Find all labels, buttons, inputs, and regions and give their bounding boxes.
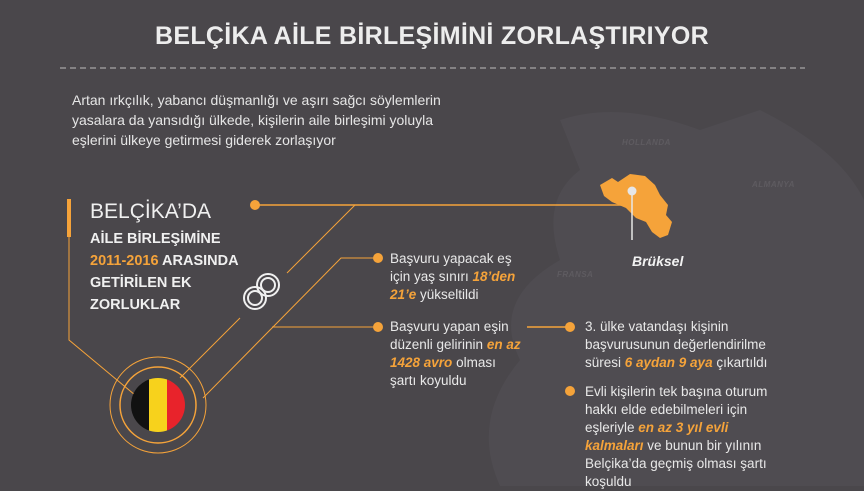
bullet-text: 3. ülke vatandaşı kişinin başvurusunun d… — [585, 319, 766, 370]
connector-line — [286, 204, 356, 274]
bullet-dot — [565, 386, 575, 396]
page-title: BELÇİKA AİLE BİRLEŞİMİNİ ZORLAŞTIRIYOR — [155, 22, 709, 50]
bullet-text: Başvuru yapacak eş için yaş sınırı — [390, 251, 512, 284]
map-label-fransa: FRANSA — [557, 270, 594, 279]
bullet-text: Evli kişilerin tek başına oturum hakkı e… — [585, 384, 768, 435]
map-label-almanya: ALMANYA — [752, 180, 795, 189]
bullet-highlight: 18’den 21’e — [390, 269, 516, 302]
connector-line — [68, 237, 136, 396]
map-background — [488, 110, 864, 486]
connector-line — [202, 257, 378, 399]
city-label: Brüksel — [632, 253, 684, 269]
bullet-text: ve bunun bir yılının Belçika’da geçmiş o… — [585, 438, 767, 489]
bullet-dot — [250, 200, 260, 210]
subheading-line: ZORLUKLAR — [90, 297, 181, 313]
bullet-dot — [565, 322, 575, 332]
bullet-highlight: en az 1428 avro — [390, 337, 521, 370]
subheading-line: GETİRİLEN EK — [90, 275, 192, 291]
subheading-line: AİLE BİRLEŞİMİNE — [90, 231, 221, 247]
belgium-flag-icon — [109, 356, 207, 454]
bullet-item: Evli kişilerin tek başına oturum hakkı e… — [585, 383, 785, 491]
section-subheading: AİLE BİRLEŞİMİNE 2011-2016 ARASINDA GETİ… — [90, 228, 239, 316]
bullet-dot — [373, 253, 383, 263]
bullet-item: 3. ülke vatandaşı kişinin başvurusunun d… — [585, 318, 785, 372]
intro-text: Artan ırkçılık, yabancı düşmanlığı ve aş… — [72, 90, 512, 150]
wedding-rings-icon — [243, 273, 280, 310]
map-label-hollanda: HOLLANDA — [622, 138, 671, 147]
belgium-map-shape — [600, 174, 672, 238]
bullet-dot — [373, 322, 383, 332]
intro-line: eşlerini ülkeye getirmesi giderek zorlaş… — [72, 132, 336, 148]
bullet-text: yükseltildi — [416, 287, 479, 302]
bullet-text: çıkartıldı — [712, 355, 768, 370]
bullet-highlight: en az 3 yıl evli kalmaları — [585, 420, 729, 453]
connector-line — [179, 317, 241, 379]
bullet-item: Başvuru yapacak eş için yaş sınırı 18’de… — [390, 250, 520, 304]
years-highlight: 2011-2016 — [90, 253, 159, 269]
intro-line: Artan ırkçılık, yabancı düşmanlığı ve aş… — [72, 92, 441, 108]
subheading-line: 2011-2016 ARASINDA — [90, 250, 239, 272]
subheading-text: ARASINDA — [158, 253, 239, 269]
heading-accent-bar — [67, 199, 71, 237]
bullet-highlight: 6 aydan 9 aya — [624, 355, 713, 370]
bullet-text: Başvuru yapan eşin düzenli gelirinin — [390, 319, 509, 352]
bullet-text: olması şartı koyuldu — [390, 355, 496, 388]
section-heading: BELÇİKA’DA — [90, 200, 211, 223]
intro-line: yasalara da yansıdığı ülkede, kişilerin … — [72, 112, 434, 128]
map-pin-icon — [627, 186, 637, 196]
bullet-item: Başvuru yapan eşin düzenli gelirinin en … — [390, 318, 525, 390]
